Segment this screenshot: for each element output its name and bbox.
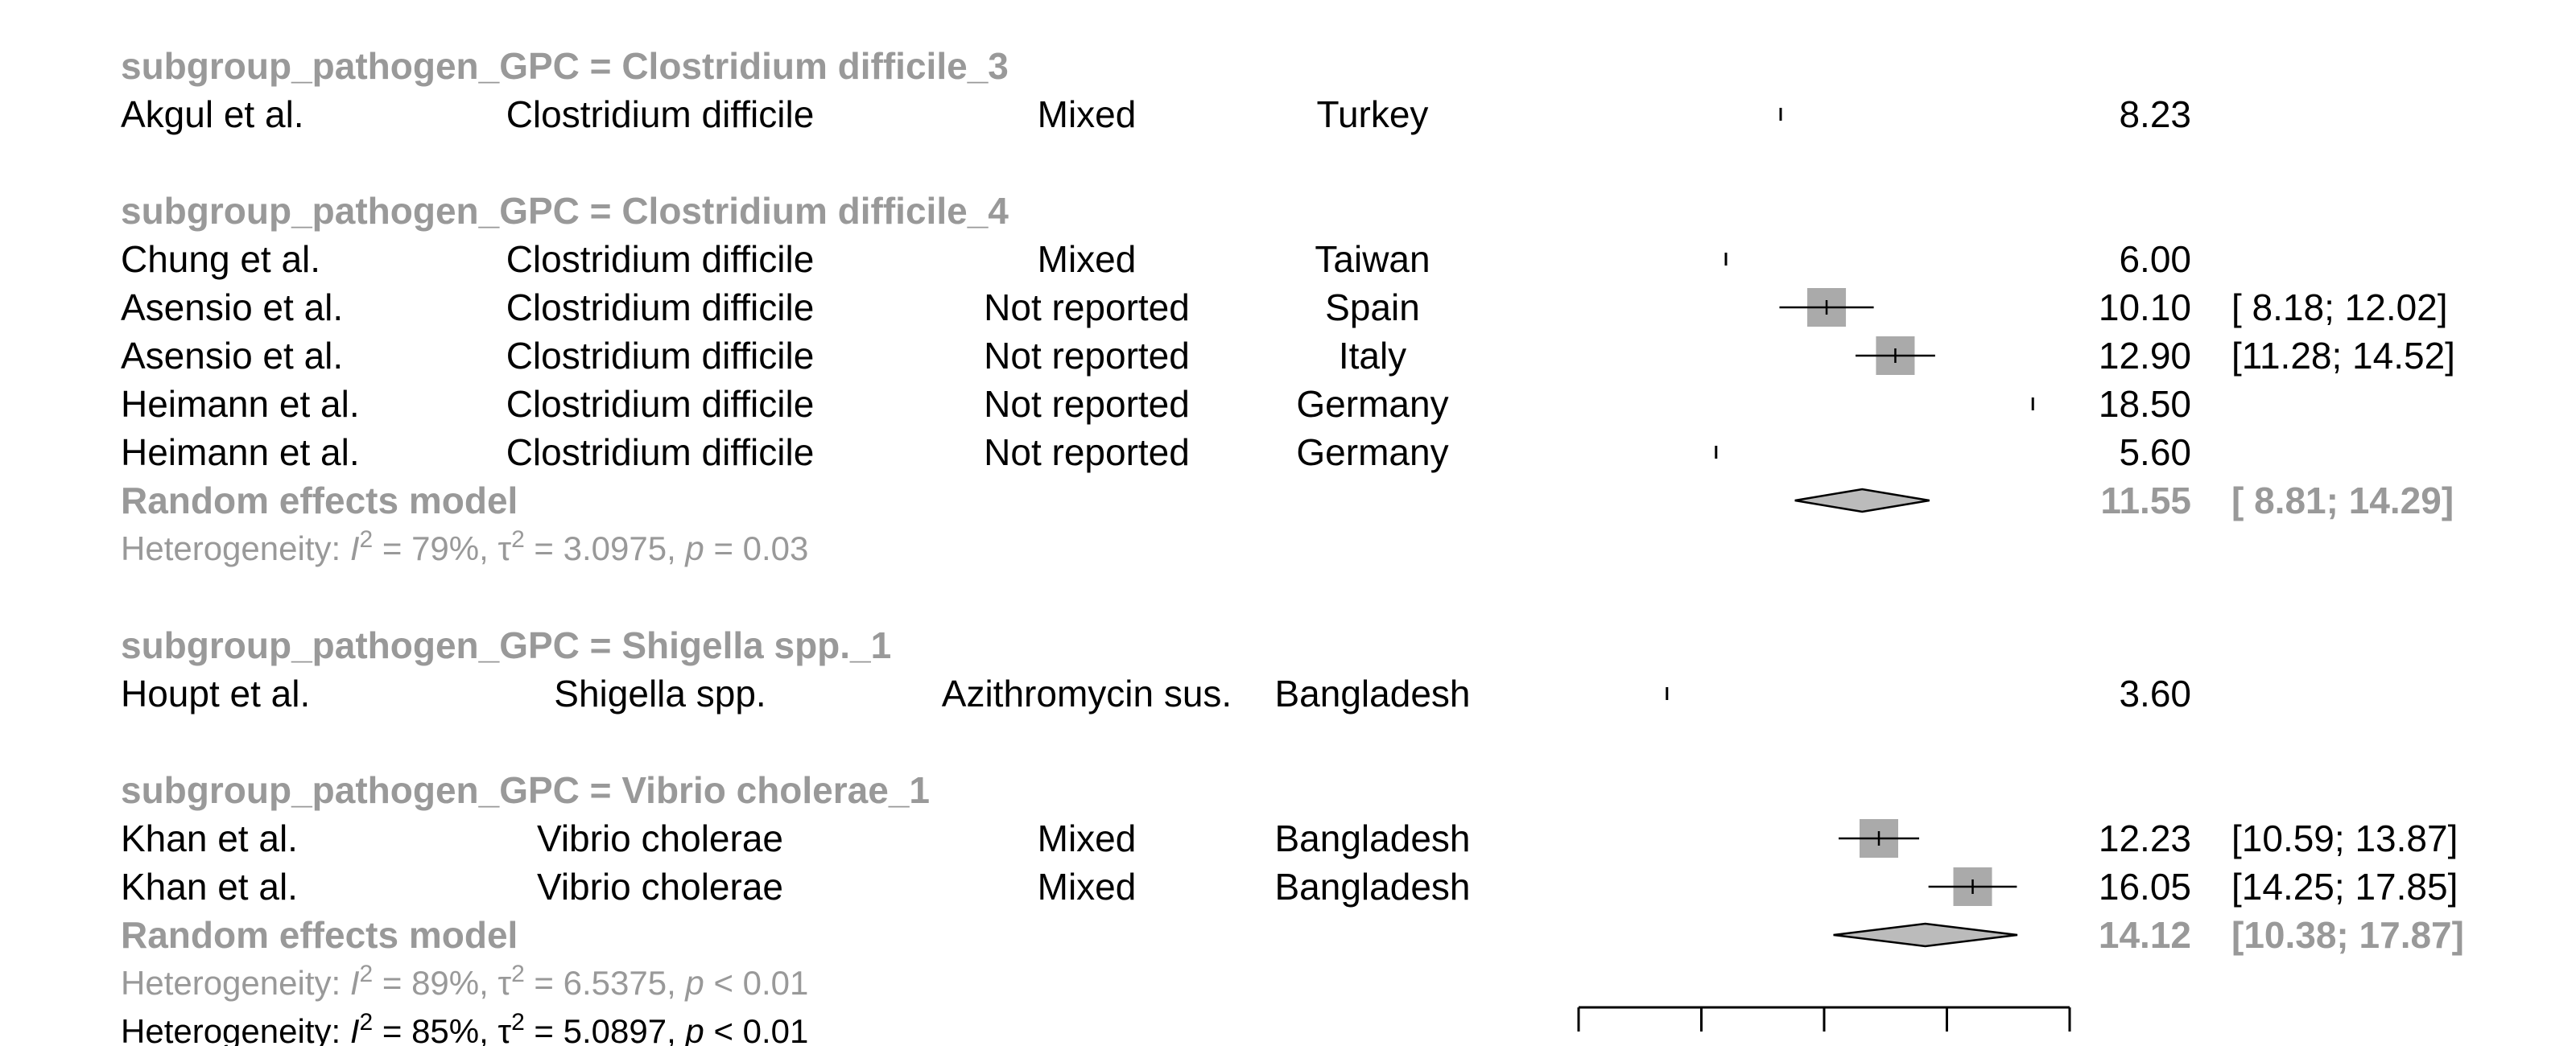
heterogeneity-stat: Heterogeneity: I2 = 89%, τ2 = 6.5375, p …	[121, 961, 808, 1003]
estimate-value: 16.05	[2099, 866, 2191, 908]
resistance-cell: Not reported	[984, 431, 1190, 473]
pooled-diamond	[1794, 488, 1930, 513]
estimate-value: 10.10	[2099, 286, 2191, 328]
country-cell: Italy	[1339, 335, 1406, 377]
random-effects-label: Random effects model	[121, 914, 518, 956]
estimate-value: 18.50	[2099, 383, 2191, 425]
resistance-cell: Not reported	[984, 335, 1190, 377]
pathogen-cell: Clostridium difficile	[506, 335, 815, 377]
subgroup-heading: subgroup_pathogen_GPC = Vibrio cholerae_…	[121, 769, 930, 811]
pathogen-cell: Vibrio cholerae	[537, 817, 783, 859]
pathogen-cell: Clostridium difficile	[506, 431, 815, 473]
pooled-ci-value: [ 8.81; 14.29]	[2231, 480, 2454, 521]
country-cell: Bangladesh	[1275, 817, 1471, 859]
country-cell: Bangladesh	[1275, 673, 1471, 714]
estimate-value: 12.90	[2099, 335, 2191, 377]
pathogen-cell: Clostridium difficile	[506, 383, 815, 425]
subgroup-heading: subgroup_pathogen_GPC = Clostridium diff…	[121, 45, 1009, 87]
resistance-cell: Not reported	[984, 383, 1190, 425]
estimate-value: 6.00	[2119, 238, 2191, 280]
estimate-value: 3.60	[2119, 673, 2191, 714]
study-name: Heimann et al.	[121, 431, 360, 473]
study-name: Khan et al.	[121, 817, 298, 859]
resistance-cell: Not reported	[984, 286, 1190, 328]
study-name: Chung et al.	[121, 238, 320, 280]
ci-value: [11.28; 14.52]	[2231, 335, 2455, 377]
pathogen-cell: Shigella spp.	[554, 673, 766, 714]
ci-value: [14.25; 17.85]	[2231, 866, 2458, 908]
subgroup-heading: subgroup_pathogen_GPC = Clostridium diff…	[121, 190, 1009, 232]
pathogen-cell: Vibrio cholerae	[537, 866, 783, 908]
country-cell: Germany	[1296, 431, 1448, 473]
pathogen-cell: Clostridium difficile	[506, 286, 815, 328]
ci-value: [10.59; 13.87]	[2231, 817, 2458, 859]
country-cell: Spain	[1325, 286, 1420, 328]
estimate-value: 12.23	[2099, 817, 2191, 859]
study-name: Houpt et al.	[121, 673, 310, 714]
country-cell: Bangladesh	[1275, 866, 1471, 908]
study-name: Khan et al.	[121, 866, 298, 908]
heterogeneity-stat: Heterogeneity: I2 = 79%, τ2 = 3.0975, p …	[121, 526, 808, 568]
random-effects-label: Random effects model	[121, 480, 518, 521]
resistance-cell: Mixed	[1038, 93, 1137, 135]
pooled-estimate-value: 14.12	[2099, 914, 2191, 956]
pooled-diamond	[1833, 922, 2018, 948]
pathogen-cell: Clostridium difficile	[506, 238, 815, 280]
country-cell: Taiwan	[1315, 238, 1430, 280]
estimate-value: 8.23	[2119, 93, 2191, 135]
ci-value: [ 8.18; 12.02]	[2231, 286, 2448, 328]
study-name: Heimann et al.	[121, 383, 360, 425]
study-name: Akgul et al.	[121, 93, 304, 135]
resistance-cell: Mixed	[1038, 866, 1137, 908]
subgroup-heading: subgroup_pathogen_GPC = Shigella spp._1	[121, 624, 891, 666]
resistance-cell: Mixed	[1038, 817, 1137, 859]
pooled-ci-value: [10.38; 17.87]	[2231, 914, 2464, 956]
country-cell: Turkey	[1317, 93, 1429, 135]
overall-heterogeneity-stat: Heterogeneity: I2 = 85%, τ2 = 5.0897, p …	[121, 1009, 808, 1046]
country-cell: Germany	[1296, 383, 1448, 425]
study-name: Asensio et al.	[121, 286, 343, 328]
study-name: Asensio et al.	[121, 335, 343, 377]
resistance-cell: Azithromycin sus.	[942, 673, 1232, 714]
resistance-cell: Mixed	[1038, 238, 1137, 280]
estimate-value: 5.60	[2119, 431, 2191, 473]
pathogen-cell: Clostridium difficile	[506, 93, 815, 135]
pooled-estimate-value: 11.55	[2100, 480, 2191, 521]
